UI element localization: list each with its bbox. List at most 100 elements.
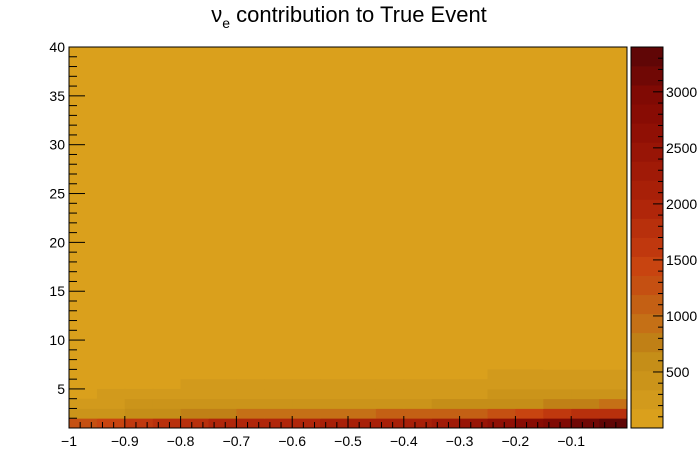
- heatmap-cell: [403, 418, 433, 429]
- heatmap-cell: [292, 398, 321, 409]
- x-tick-label: −0.2: [502, 433, 530, 449]
- y-tick-label: 15: [49, 283, 65, 299]
- heatmap-cell: [459, 388, 488, 400]
- heatmap-cell: [487, 408, 516, 419]
- title-subscript: e: [222, 15, 230, 31]
- heatmap-cell: [431, 418, 460, 429]
- title-symbol: ν: [211, 2, 223, 27]
- x-tick-label: −0.6: [278, 433, 306, 449]
- heatmap-cell: [515, 369, 544, 380]
- heatmap-cell: [375, 408, 405, 419]
- x-tick-label: −0.4: [390, 433, 418, 449]
- heatmap-cell: [571, 408, 600, 419]
- heatmap-cell: [208, 398, 237, 409]
- heatmap-cell: [599, 388, 628, 400]
- heatmap-cell: [236, 418, 265, 429]
- heatmap-cell: [431, 408, 460, 419]
- heatmap-cell: [431, 379, 460, 390]
- heatmap-cell: [348, 388, 377, 400]
- x-tick-label: −0.9: [111, 433, 139, 449]
- heatmap-cell: [459, 408, 488, 419]
- colorbar-swatch: [631, 161, 663, 181]
- heatmap-cell: [180, 418, 209, 429]
- heatmap-cells: [69, 47, 628, 429]
- colorbar-swatch: [631, 275, 663, 296]
- colorbar-swatch: [631, 85, 663, 105]
- heatmap-cell: [96, 418, 126, 429]
- heatmap-cell: [208, 388, 237, 400]
- heatmap-cell: [124, 408, 154, 419]
- heatmap-cell: [348, 418, 377, 429]
- heatmap-cell: [236, 408, 265, 419]
- colorbar-swatch: [631, 408, 663, 429]
- heatmap-cell: [599, 369, 628, 380]
- heatmap-cell: [264, 408, 293, 419]
- colorbar-swatch: [631, 294, 663, 315]
- heatmap-cell: [236, 398, 265, 409]
- heatmap-cell: [96, 398, 126, 409]
- heatmap-cell: [515, 388, 544, 400]
- colorbar-swatch: [631, 123, 663, 143]
- heatmap-cell: [292, 379, 321, 390]
- heatmap-cell: [487, 388, 516, 400]
- heatmap-cell: [571, 388, 600, 400]
- colorbar-swatch: [631, 199, 663, 219]
- heatmap-cell: [292, 388, 321, 400]
- heatmap-cell: [236, 388, 265, 400]
- heatmap-cell: [571, 379, 600, 390]
- heatmap-cell: [599, 379, 628, 390]
- heatmap-cell: [571, 369, 600, 380]
- heatmap-cell: [515, 379, 544, 390]
- heatmap-cell: [487, 379, 516, 390]
- x-tick-label: −0.7: [223, 433, 251, 449]
- x-tick-label: −0.8: [167, 433, 195, 449]
- heatmap-cell: [487, 369, 516, 380]
- heatmap-cell: [599, 418, 628, 429]
- heatmap-cell: [208, 379, 237, 390]
- heatmap-cell: [320, 379, 349, 390]
- heatmap-cell: [152, 398, 181, 409]
- heatmap-cell: [487, 418, 516, 429]
- heatmap-cell: [375, 418, 405, 429]
- heatmap-cell: [375, 398, 405, 409]
- heatmap-cell: [264, 388, 293, 400]
- colorbar-tick-label: 2000: [666, 196, 697, 212]
- colorbar-swatch: [631, 218, 663, 238]
- y-tick-label: 10: [49, 332, 65, 348]
- x-tick-label: −0.1: [557, 433, 585, 449]
- heatmap-cell: [431, 398, 460, 409]
- heatmap-cell: [403, 379, 433, 390]
- x-axis: −1 −0.9 −0.8 −0.7 −0.6 −0.5 −0.4 −0.3 −0.2 −0.1: [61, 416, 628, 449]
- heatmap-cell: [69, 408, 98, 419]
- heatmap-cell: [515, 398, 544, 409]
- heatmap-cell: [515, 418, 544, 429]
- y-tick-label: 5: [57, 381, 65, 397]
- colorbar-swatch: [631, 142, 663, 162]
- heatmap-cell: [292, 408, 321, 419]
- colorbar-tick-label: 3000: [666, 84, 697, 100]
- heatmap-cell: [487, 398, 516, 409]
- heatmap-cell: [431, 388, 460, 400]
- heatmap-cell: [403, 388, 433, 400]
- heatmap-cell: [599, 408, 628, 419]
- heatmap-cell: [124, 398, 154, 409]
- heatmap-cell: [96, 388, 126, 400]
- heatmap-cell: [348, 408, 377, 419]
- colorbar-tick-label: 1500: [666, 252, 697, 268]
- heatmap-cell: [208, 408, 237, 419]
- heatmap-cell: [320, 418, 349, 429]
- heatmap-cell: [403, 408, 433, 419]
- heatmap-background: [69, 47, 627, 428]
- title-text: contribution to True Event: [229, 2, 487, 27]
- y-tick-label: 20: [49, 234, 65, 250]
- heatmap-cell: [264, 418, 293, 429]
- heatmap-cell: [320, 398, 349, 409]
- heatmap-cell: [403, 398, 433, 409]
- heatmap-cell: [543, 388, 572, 400]
- heatmap-cell: [180, 398, 209, 409]
- colorbar-swatch: [631, 332, 663, 353]
- y-tick-label: 25: [49, 186, 65, 202]
- heatmap-cell: [515, 408, 544, 419]
- heatmap-cell: [320, 408, 349, 419]
